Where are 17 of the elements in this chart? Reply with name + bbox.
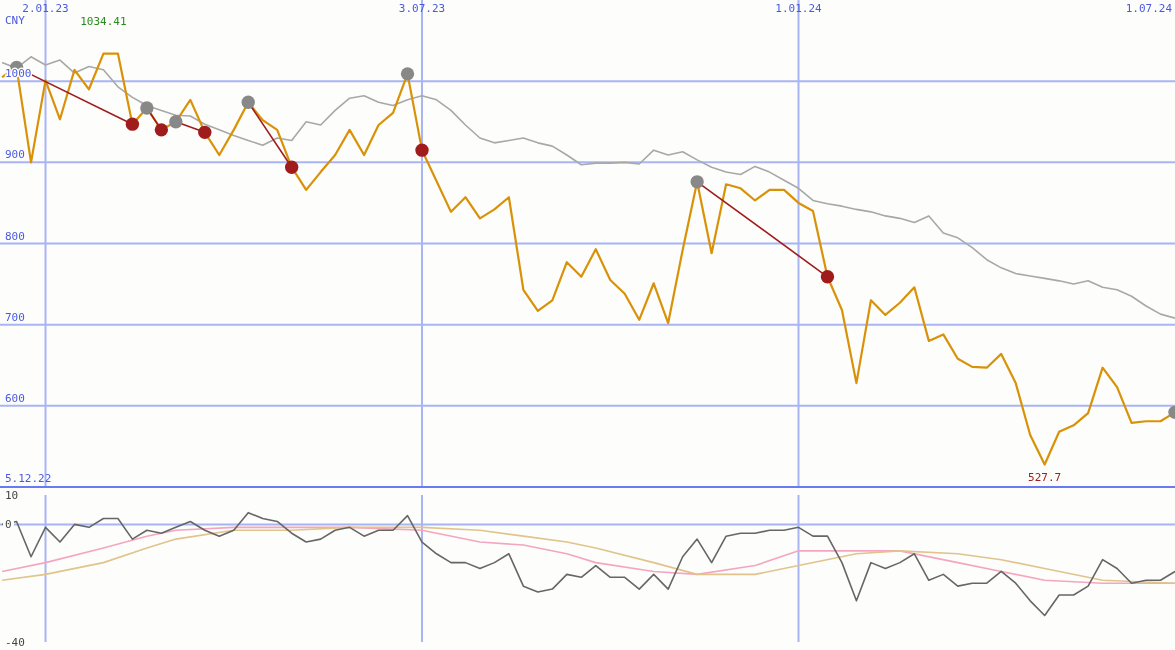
- line-series: [1, 526, 1175, 584]
- line-series: [1, 511, 1175, 617]
- x-tick-label: 3.07.23: [398, 2, 446, 15]
- y-tick-label: 700: [5, 310, 25, 324]
- y-tick-label: 900: [5, 148, 25, 162]
- y-tick-label: 0: [5, 518, 12, 532]
- annotation: 1034.41: [80, 15, 127, 29]
- y-axis-title: CNY: [5, 14, 26, 27]
- x-tick-label: 1.07.24: [1125, 2, 1173, 15]
- y-tick-label: -40: [5, 636, 25, 649]
- x-tick-label: 1.01.24: [775, 2, 823, 15]
- y-tick-label: 10: [5, 489, 19, 502]
- annotation: 527.7: [1028, 470, 1062, 484]
- x-tick-label: 2.01.23: [22, 2, 69, 15]
- y-tick-label: 600: [5, 391, 25, 405]
- annotation: 5.12.22: [5, 472, 52, 485]
- y-tick-label: 800: [5, 229, 25, 243]
